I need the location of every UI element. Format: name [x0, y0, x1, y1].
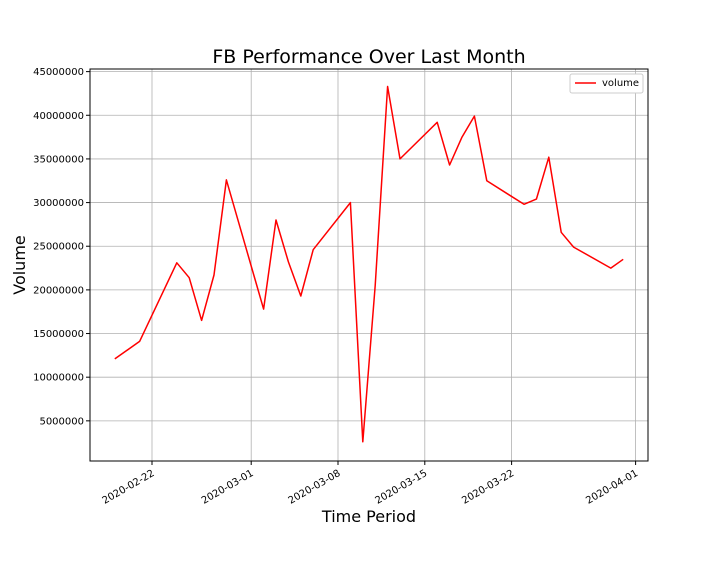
data-point	[398, 157, 402, 161]
data-point	[386, 85, 390, 89]
y-tick-label: 40000000	[33, 111, 84, 122]
data-point	[224, 178, 228, 182]
x-tick-label: 2020-03-22	[460, 468, 516, 507]
data-point	[534, 197, 538, 201]
data-point	[572, 245, 576, 249]
data-point	[200, 318, 204, 322]
x-axis-ticks: 2020-02-22 2020-03-01 2020-03-08 2020-03-15…	[101, 461, 640, 507]
grid-lines	[90, 69, 648, 461]
data-point	[460, 135, 464, 139]
plot-frame	[89, 68, 649, 462]
data-point	[448, 163, 452, 167]
data-point	[485, 179, 489, 183]
x-tick-label: 2020-03-15	[373, 468, 429, 507]
y-tick-label: 10000000	[33, 373, 84, 384]
y-tick-label: 15000000	[33, 329, 84, 340]
data-point	[373, 284, 377, 288]
x-tick-label: 2020-03-08	[287, 468, 343, 507]
data-point	[609, 266, 613, 270]
series-line-volume	[114, 85, 624, 443]
y-tick-label: 20000000	[33, 285, 84, 296]
x-tick-label: 2020-04-01	[584, 468, 640, 507]
chart-title: FB Performance Over Last Month	[212, 46, 525, 68]
y-tick-label: 45000000	[33, 67, 84, 78]
x-axis-label: Time Period	[321, 507, 416, 526]
series-layer	[113, 85, 625, 444]
data-point	[212, 273, 216, 277]
data-point	[348, 201, 352, 205]
y-tick-label: 35000000	[33, 154, 84, 165]
data-point	[187, 276, 191, 280]
data-point	[138, 339, 142, 343]
legend: volume	[569, 73, 644, 94]
y-axis-label: Volume	[10, 235, 29, 295]
data-point	[175, 261, 179, 265]
y-tick-label: 5000000	[39, 416, 84, 427]
data-point	[113, 357, 117, 361]
data-point	[522, 202, 526, 206]
y-tick-label: 25000000	[33, 242, 84, 253]
data-point	[559, 230, 563, 234]
legend-box	[569, 73, 644, 94]
data-point	[472, 114, 476, 118]
data-point	[274, 218, 278, 222]
data-point	[435, 120, 439, 124]
data-point	[286, 260, 290, 264]
data-point	[621, 257, 625, 261]
data-point	[361, 440, 365, 444]
x-tick-label: 2020-03-01	[200, 468, 256, 507]
y-axis-ticks: 5000000 10000000 15000000 20000000 25000000 3…	[33, 67, 90, 427]
y-tick-label: 30000000	[33, 198, 84, 209]
data-point	[299, 294, 303, 298]
data-point	[547, 155, 551, 159]
legend-label-volume: volume	[602, 78, 639, 89]
x-tick-label: 2020-02-22	[101, 468, 157, 507]
data-point	[262, 307, 266, 311]
data-point	[311, 248, 315, 252]
